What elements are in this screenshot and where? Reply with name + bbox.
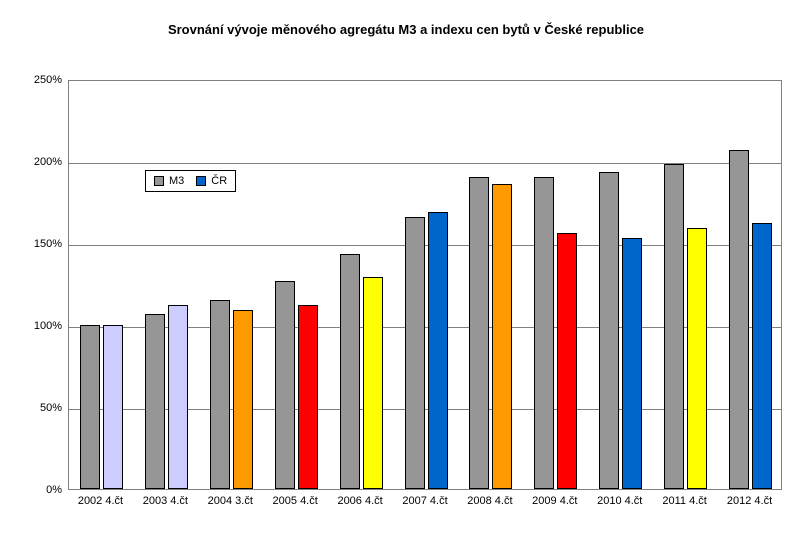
- bar-m3: [664, 164, 684, 489]
- x-tick-label: 2010 4.čt: [597, 495, 642, 507]
- bar-m3: [534, 177, 554, 489]
- x-tick-label: 2002 4.čt: [78, 495, 123, 507]
- plot-area: M3 ČR: [68, 80, 782, 490]
- x-tick-label: 2012 4.čt: [727, 495, 772, 507]
- x-tick-label: 2009 4.čt: [532, 495, 577, 507]
- bar-m3: [599, 172, 619, 489]
- bar-m3: [210, 300, 230, 489]
- x-tick-label: 2007 4.čt: [402, 495, 447, 507]
- x-tick-label: 2011 4.čt: [662, 495, 706, 507]
- bar-m3: [469, 177, 489, 489]
- bar-cr: [363, 277, 383, 489]
- bar-cr: [752, 223, 772, 489]
- legend-item-m3: M3: [154, 175, 184, 187]
- bar-m3: [80, 325, 100, 489]
- bar-cr: [298, 305, 318, 489]
- legend-swatch-cr: [196, 176, 206, 186]
- bar-cr: [103, 325, 123, 489]
- y-tick-label: 0%: [22, 484, 62, 496]
- legend-label-m3: M3: [169, 175, 184, 187]
- y-tick-label: 50%: [22, 402, 62, 414]
- y-tick-label: 150%: [22, 238, 62, 250]
- bar-cr: [557, 233, 577, 489]
- y-tick-label: 200%: [22, 156, 62, 168]
- bar-cr: [687, 228, 707, 489]
- bar-cr: [168, 305, 188, 489]
- bar-m3: [145, 314, 165, 489]
- x-tick-label: 2004 3.čt: [208, 495, 253, 507]
- y-tick-label: 100%: [22, 320, 62, 332]
- x-tick-label: 2003 4.čt: [143, 495, 188, 507]
- x-tick-label: 2005 4.čt: [273, 495, 318, 507]
- chart-title: Srovnání vývoje měnového agregátu M3 a i…: [0, 22, 812, 37]
- y-tick-label: 250%: [22, 74, 62, 86]
- legend: M3 ČR: [145, 170, 236, 192]
- bar-m3: [405, 217, 425, 489]
- legend-item-cr: ČR: [196, 175, 227, 187]
- chart-container: Srovnání vývoje měnového agregátu M3 a i…: [0, 0, 812, 544]
- bar-cr: [233, 310, 253, 489]
- x-tick-label: 2008 4.čt: [467, 495, 512, 507]
- legend-swatch-m3: [154, 176, 164, 186]
- bar-m3: [275, 281, 295, 489]
- bar-cr: [622, 238, 642, 489]
- x-tick-label: 2006 4.čt: [337, 495, 382, 507]
- bar-m3: [729, 150, 749, 489]
- legend-label-cr: ČR: [211, 175, 227, 187]
- bar-cr: [492, 184, 512, 489]
- bar-cr: [428, 212, 448, 489]
- bar-m3: [340, 254, 360, 489]
